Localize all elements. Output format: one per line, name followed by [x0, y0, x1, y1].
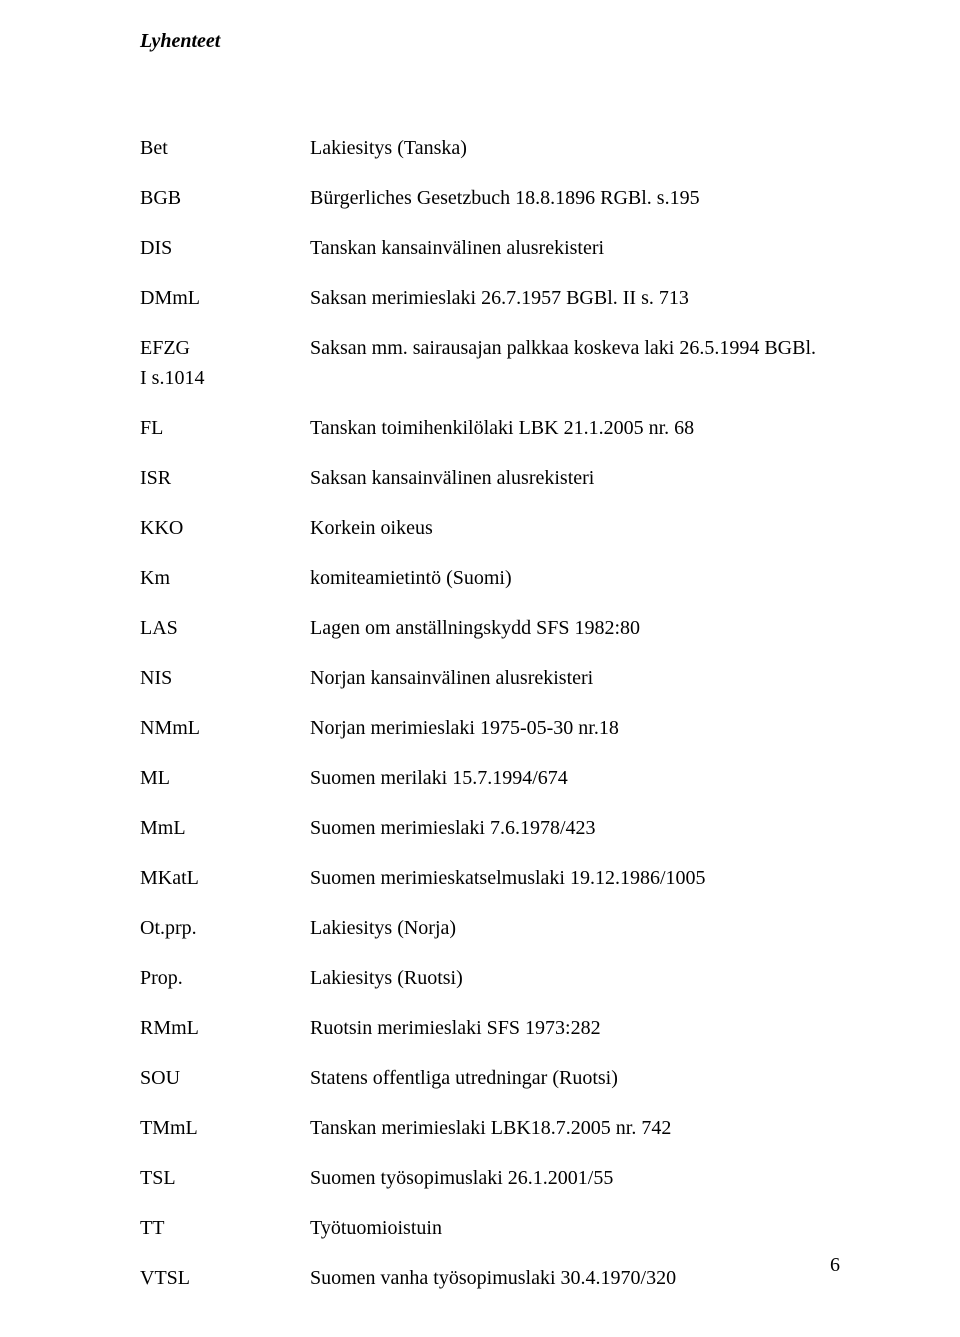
abbrev-key: Km — [140, 563, 310, 593]
abbrev-value: Tanskan merimieslaki LBK18.7.2005 nr. 74… — [310, 1113, 850, 1143]
abbrev-value: Lakiesitys (Norja) — [310, 913, 850, 943]
table-row: BGB Bürgerliches Gesetzbuch 18.8.1896 RG… — [140, 183, 850, 213]
table-row: NMmL Norjan merimieslaki 1975-05-30 nr.1… — [140, 713, 850, 743]
abbrev-key: ML — [140, 763, 310, 793]
abbrev-key: SOU — [140, 1063, 310, 1093]
table-row: DMmL Saksan merimieslaki 26.7.1957 BGBl.… — [140, 283, 850, 313]
table-row: MKatL Suomen merimieskatselmuslaki 19.12… — [140, 863, 850, 893]
table-row: LAS Lagen om anställningskydd SFS 1982:8… — [140, 613, 850, 643]
abbrev-key: BGB — [140, 183, 310, 213]
page-number: 6 — [830, 1254, 840, 1277]
abbrev-value: Suomen työsopimuslaki 26.1.2001/55 — [310, 1163, 850, 1193]
table-row: VTSL Suomen vanha työsopimuslaki 30.4.19… — [140, 1263, 850, 1293]
abbrev-key: TT — [140, 1213, 310, 1243]
abbrev-key: NIS — [140, 663, 310, 693]
abbrev-value: Saksan mm. sairausajan palkkaa koskeva l… — [310, 333, 850, 363]
abbreviation-table: Bet Lakiesitys (Tanska) BGB Bürgerliches… — [140, 133, 850, 1293]
abbrev-key: Prop. — [140, 963, 310, 993]
abbrev-key: Bet — [140, 133, 310, 163]
table-row: DIS Tanskan kansainvälinen alusrekisteri — [140, 233, 850, 263]
abbrev-value: Saksan kansainvälinen alusrekisteri — [310, 463, 850, 493]
table-row: TMmL Tanskan merimieslaki LBK18.7.2005 n… — [140, 1113, 850, 1143]
abbrev-key: LAS — [140, 613, 310, 643]
table-row: FL Tanskan toimihenkilölaki LBK 21.1.200… — [140, 413, 850, 443]
abbrev-value: Työtuomioistuin — [310, 1213, 850, 1243]
abbrev-value: Korkein oikeus — [310, 513, 850, 543]
page-title: Lyhenteet — [140, 30, 850, 53]
abbrev-key: MKatL — [140, 863, 310, 893]
abbrev-value: Lagen om anställningskydd SFS 1982:80 — [310, 613, 850, 643]
abbrev-key: NMmL — [140, 713, 310, 743]
table-row: TT Työtuomioistuin — [140, 1213, 850, 1243]
abbrev-key: EFZGI s.1014 — [140, 333, 310, 393]
abbrev-value: Tanskan kansainvälinen alusrekisteri — [310, 233, 850, 263]
abbrev-key: KKO — [140, 513, 310, 543]
abbrev-key: TMmL — [140, 1113, 310, 1143]
abbrev-value: Norjan kansainvälinen alusrekisteri — [310, 663, 850, 693]
abbrev-value: Suomen merimieslaki 7.6.1978/423 — [310, 813, 850, 843]
abbrev-value: Ruotsin merimieslaki SFS 1973:282 — [310, 1013, 850, 1043]
abbrev-key: DIS — [140, 233, 310, 263]
abbrev-value: Lakiesitys (Tanska) — [310, 133, 850, 163]
table-row: MmL Suomen merimieslaki 7.6.1978/423 — [140, 813, 850, 843]
abbrev-key: FL — [140, 413, 310, 443]
table-row: RMmL Ruotsin merimieslaki SFS 1973:282 — [140, 1013, 850, 1043]
abbrev-key: RMmL — [140, 1013, 310, 1043]
table-row: KKO Korkein oikeus — [140, 513, 850, 543]
abbrev-key: Ot.prp. — [140, 913, 310, 943]
abbrev-key: VTSL — [140, 1263, 310, 1293]
abbrev-key: TSL — [140, 1163, 310, 1193]
table-row: Prop. Lakiesitys (Ruotsi) — [140, 963, 850, 993]
table-row: Bet Lakiesitys (Tanska) — [140, 133, 850, 163]
abbrev-value: Suomen vanha työsopimuslaki 30.4.1970/32… — [310, 1263, 850, 1293]
abbrev-value: Bürgerliches Gesetzbuch 18.8.1896 RGBl. … — [310, 183, 850, 213]
abbrev-value: Statens offentliga utredningar (Ruotsi) — [310, 1063, 850, 1093]
abbrev-value: Suomen merimieskatselmuslaki 19.12.1986/… — [310, 863, 850, 893]
table-row: EFZGI s.1014 Saksan mm. sairausajan palk… — [140, 333, 850, 393]
abbrev-key: ISR — [140, 463, 310, 493]
abbrev-value: Saksan merimieslaki 26.7.1957 BGBl. II s… — [310, 283, 850, 313]
abbrev-key: DMmL — [140, 283, 310, 313]
abbrev-value: Norjan merimieslaki 1975-05-30 nr.18 — [310, 713, 850, 743]
abbrev-value: Suomen merilaki 15.7.1994/674 — [310, 763, 850, 793]
abbrev-value: Tanskan toimihenkilölaki LBK 21.1.2005 n… — [310, 413, 850, 443]
abbrev-value: Lakiesitys (Ruotsi) — [310, 963, 850, 993]
abbrev-value: komiteamietintö (Suomi) — [310, 563, 850, 593]
table-row: ISR Saksan kansainvälinen alusrekisteri — [140, 463, 850, 493]
table-row: TSL Suomen työsopimuslaki 26.1.2001/55 — [140, 1163, 850, 1193]
table-row: Km komiteamietintö (Suomi) — [140, 563, 850, 593]
table-row: ML Suomen merilaki 15.7.1994/674 — [140, 763, 850, 793]
table-row: Ot.prp. Lakiesitys (Norja) — [140, 913, 850, 943]
abbrev-key: MmL — [140, 813, 310, 843]
table-row: NIS Norjan kansainvälinen alusrekisteri — [140, 663, 850, 693]
table-row: SOU Statens offentliga utredningar (Ruot… — [140, 1063, 850, 1093]
